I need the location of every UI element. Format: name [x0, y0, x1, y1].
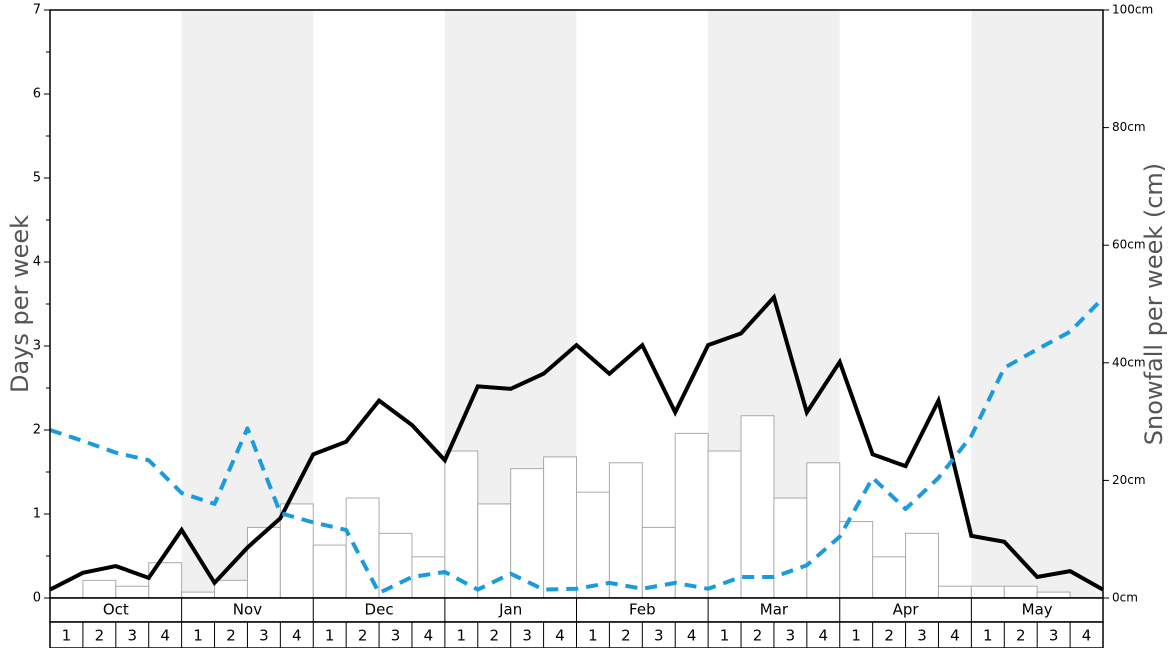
week-label: 1	[457, 627, 467, 645]
week-label: 3	[917, 627, 927, 645]
bar	[510, 468, 545, 599]
y-tick-label: 5	[33, 171, 41, 186]
week-label: 3	[654, 627, 664, 645]
bar	[905, 532, 939, 599]
week-label: 4	[555, 627, 565, 645]
bar	[707, 450, 742, 599]
bar	[1036, 591, 1071, 599]
y-tick-label: 2	[33, 423, 41, 438]
bar	[279, 503, 314, 599]
week-label: 1	[983, 627, 993, 645]
week-label: 4	[819, 627, 829, 645]
dashed-line	[49, 296, 1105, 595]
week-label: 1	[720, 627, 730, 645]
bar	[970, 585, 1005, 599]
week-label: 1	[193, 627, 203, 645]
month-label: Apr	[893, 601, 920, 619]
y2-tick-label: 80cm	[1112, 120, 1146, 134]
week-label: 3	[391, 627, 401, 645]
week-label: 3	[127, 627, 137, 645]
bar	[246, 526, 281, 599]
bar	[477, 503, 512, 599]
bar	[543, 456, 577, 599]
week-label: 2	[1016, 627, 1026, 645]
week-label: 4	[424, 627, 434, 645]
week-label: 1	[62, 627, 72, 645]
bar	[576, 491, 610, 599]
week-label: 2	[489, 627, 499, 645]
bar	[378, 532, 413, 599]
y2-tick-label: 40cm	[1112, 355, 1146, 369]
week-label: 3	[259, 627, 269, 645]
week-label: 3	[786, 627, 796, 645]
bar	[740, 415, 775, 599]
week-label: 1	[325, 627, 335, 645]
month-label: May	[1022, 601, 1053, 619]
bar	[444, 450, 479, 599]
week-label: 2	[884, 627, 894, 645]
month-label: Jan	[498, 601, 522, 619]
bar	[806, 462, 841, 599]
y-axis-title: Days per week	[6, 215, 34, 393]
week-label: 3	[1049, 627, 1059, 645]
bar	[773, 497, 808, 599]
bar	[1003, 585, 1038, 599]
week-label: 1	[851, 627, 861, 645]
week-label: 2	[358, 627, 368, 645]
week-label: 4	[292, 627, 302, 645]
bar	[937, 585, 972, 599]
month-label: Mar	[760, 601, 789, 619]
week-label: 2	[753, 627, 763, 645]
week-label: 4	[687, 627, 697, 645]
y2-tick-label: 0cm	[1112, 591, 1138, 605]
month-band	[971, 10, 1103, 598]
week-label: 3	[522, 627, 532, 645]
month-label: Feb	[629, 601, 656, 619]
week-label: 2	[621, 627, 631, 645]
week-label: 2	[95, 627, 105, 645]
bar	[608, 462, 643, 599]
line	[49, 293, 1104, 592]
y2-tick-label: 100cm	[1112, 3, 1153, 17]
y2-tick-label: 60cm	[1112, 238, 1146, 252]
y2-axis-title: Snowfall per week (cm)	[1140, 163, 1168, 445]
bar	[214, 579, 248, 599]
month-label: Oct	[103, 601, 129, 619]
bar	[115, 585, 150, 599]
bar	[839, 521, 874, 599]
y-tick-label: 3	[33, 339, 41, 354]
week-label: 4	[950, 627, 960, 645]
month-label: Nov	[233, 601, 262, 619]
bar	[181, 591, 216, 599]
week-label: 4	[1082, 627, 1092, 645]
week-label: 1	[588, 627, 598, 645]
week-label: 4	[160, 627, 170, 645]
y-tick-label: 4	[33, 255, 41, 270]
bar	[312, 544, 347, 599]
month-label: Dec	[365, 601, 394, 619]
bar	[411, 556, 446, 599]
y-tick-label: 6	[33, 87, 41, 102]
week-label: 2	[226, 627, 236, 645]
y2-tick-label: 20cm	[1112, 473, 1146, 487]
bar	[82, 579, 117, 599]
bar	[674, 432, 709, 599]
bar	[872, 556, 907, 599]
y-tick-label: 1	[33, 507, 41, 522]
y-tick-label: 7	[33, 3, 41, 18]
y-tick-label: 0	[33, 591, 41, 606]
